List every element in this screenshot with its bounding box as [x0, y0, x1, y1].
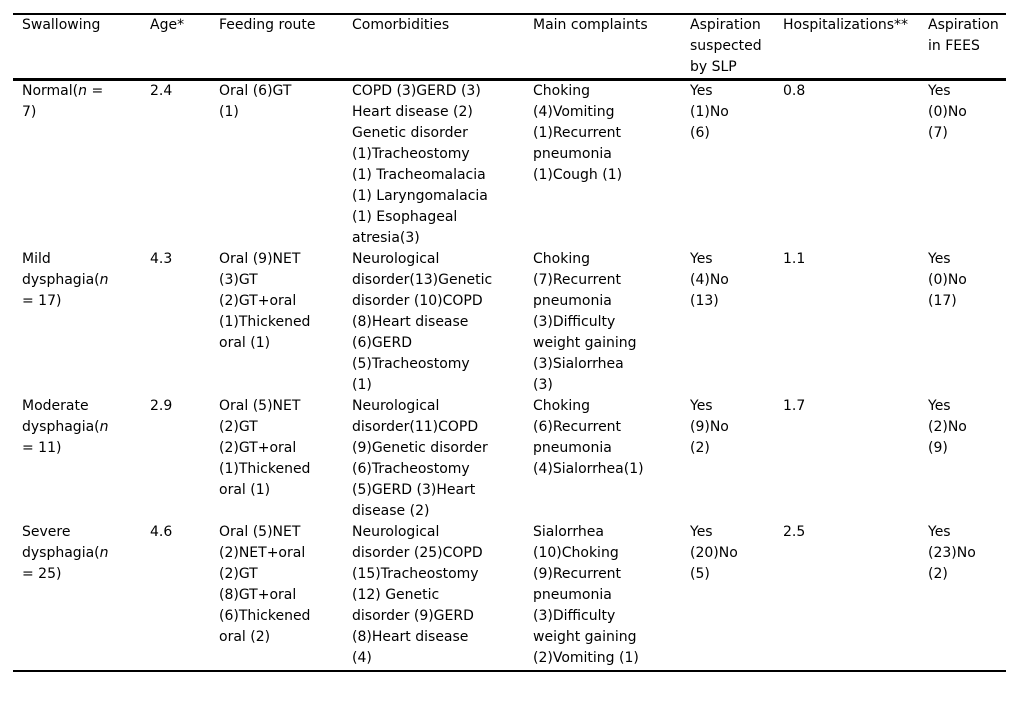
cell-age: 4.6: [150, 524, 173, 540]
swallowing-text-post: = 7): [22, 83, 104, 120]
cell-age: 2.9: [150, 398, 173, 414]
cell-hospitalizations: 2.5: [783, 524, 806, 540]
n-count-italic: n: [99, 272, 109, 288]
cell-swallowing: Mild dysphagia(n = 17): [13, 249, 150, 396]
cell-comorbidities: COPD (3)GERD (3) Heart disease (2) Genet…: [352, 83, 488, 246]
n-count-italic: n: [99, 419, 109, 435]
cell-hospitalizations: 1.7: [783, 398, 806, 414]
table-row-normal: Normal(n = 7) 2.4 Oral (6)GT (1) COPD (3…: [13, 80, 1006, 250]
cell-feeding-route: Oral (5)NET (2)NET+oral (2)GT (8)GT+oral…: [219, 524, 311, 645]
col-header-aspiration-slp: Aspiration suspected by SLP: [690, 14, 783, 81]
n-count-italic: n: [78, 83, 87, 99]
swallowing-text-post: = 25): [22, 566, 62, 582]
cell-main-complaints: Sialorrhea (10)Choking (9)Recurrent pneu…: [533, 524, 639, 666]
cell-aspiration-slp: Yes (4)No (13): [690, 251, 729, 309]
swallowing-text-pre: Moderate dysphagia(: [22, 398, 100, 435]
cell-swallowing: Severe dysphagia(n = 25): [13, 522, 150, 671]
col-header-hospitalizations: Hospitalizations**: [783, 14, 928, 81]
cell-aspiration-slp: Yes (1)No (6): [690, 83, 729, 141]
table-body: Normal(n = 7) 2.4 Oral (6)GT (1) COPD (3…: [13, 80, 1006, 672]
cell-swallowing: Moderate dysphagia(n = 11): [13, 396, 150, 522]
cell-feeding-route: Oral (5)NET (2)GT (2)GT+oral (1)Thickene…: [219, 398, 311, 498]
cell-aspiration-fees: Yes (23)No (2): [928, 524, 976, 582]
col-header-main-complaints: Main complaints: [533, 14, 690, 81]
cell-comorbidities: Neurological disorder(13)Genetic disorde…: [352, 251, 493, 393]
col-header-feeding-route: Feeding route: [219, 14, 352, 81]
swallowing-text-post: = 11): [22, 440, 62, 456]
cell-aspiration-fees: Yes (0)No (17): [928, 251, 967, 309]
table-row-mild-dysphagia: Mild dysphagia(n = 17) 4.3 Oral (9)NET (…: [13, 249, 1006, 396]
col-header-swallowing: Swallowing: [13, 14, 150, 81]
cell-aspiration-slp: Yes (9)No (2): [690, 398, 729, 456]
col-header-comorbidities: Comorbidities: [352, 14, 533, 81]
n-count-italic: n: [99, 545, 109, 561]
cell-aspiration-fees: Yes (2)No (9): [928, 398, 967, 456]
cell-main-complaints: Choking (7)Recurrent pneumonia (3)Diffic…: [533, 251, 637, 393]
swallowing-results-table: Swallowing Age* Feeding route Comorbidit…: [13, 13, 1006, 672]
col-header-age: Age*: [150, 14, 219, 81]
table-header: Swallowing Age* Feeding route Comorbidit…: [13, 14, 1006, 81]
swallowing-text-pre: Normal(: [22, 83, 79, 99]
swallowing-text-pre: Mild dysphagia(: [22, 251, 100, 288]
cell-comorbidities: Neurological disorder(11)COPD (9)Genetic…: [352, 398, 488, 519]
cell-age: 4.3: [150, 251, 173, 267]
swallowing-text-post: = 17): [22, 293, 62, 309]
cell-main-complaints: Choking (4)Vomiting (1)Recurrent pneumon…: [533, 83, 623, 183]
cell-age: 2.4: [150, 83, 173, 99]
cell-hospitalizations: 1.1: [783, 251, 806, 267]
cell-hospitalizations: 0.8: [783, 83, 806, 99]
col-header-aspiration-fees: Aspiration in FEES: [928, 14, 1006, 81]
swallowing-text-pre: Severe dysphagia(: [22, 524, 100, 561]
cell-feeding-route: Oral (6)GT (1): [219, 83, 292, 120]
cell-main-complaints: Choking (6)Recurrent pneumonia (4)Sialor…: [533, 398, 644, 477]
cell-aspiration-fees: Yes (0)No (7): [928, 83, 967, 141]
cell-aspiration-slp: Yes (20)No (5): [690, 524, 738, 582]
table-row-severe-dysphagia: Severe dysphagia(n = 25) 4.6 Oral (5)NET…: [13, 522, 1006, 671]
cell-feeding-route: Oral (9)NET (3)GT (2)GT+oral (1)Thickene…: [219, 251, 311, 351]
table-row-moderate-dysphagia: Moderate dysphagia(n = 11) 2.9 Oral (5)N…: [13, 396, 1006, 522]
header-row: Swallowing Age* Feeding route Comorbidit…: [13, 14, 1006, 81]
cell-comorbidities: Neurological disorder (25)COPD (15)Trach…: [352, 524, 483, 666]
cell-swallowing: Normal(n = 7): [13, 80, 150, 250]
